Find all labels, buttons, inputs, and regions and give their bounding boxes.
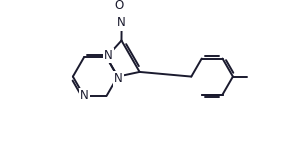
Text: O: O (114, 0, 124, 12)
Text: N: N (114, 73, 123, 85)
Text: N: N (117, 16, 126, 29)
Text: N: N (104, 49, 113, 62)
Text: N: N (80, 89, 89, 102)
